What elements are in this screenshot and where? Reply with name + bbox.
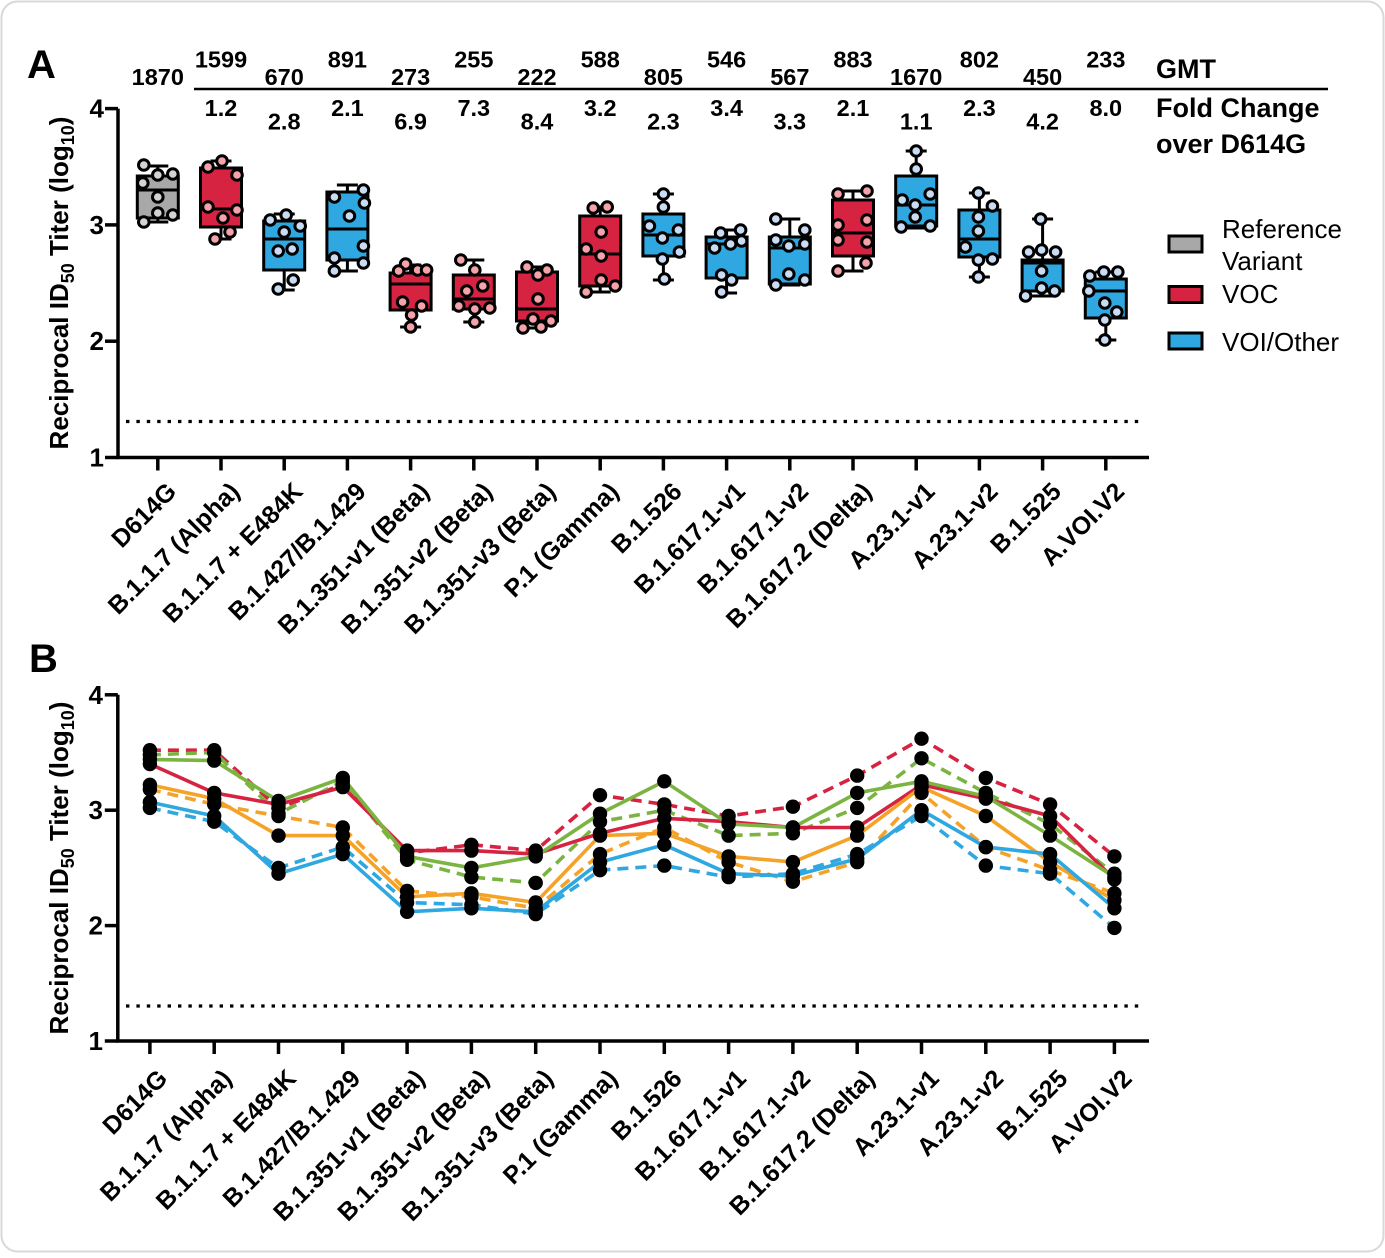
svg-text:VOI/Other: VOI/Other [1222,327,1339,357]
svg-text:4.2: 4.2 [1026,109,1059,135]
svg-text:6.9: 6.9 [394,109,427,135]
svg-text:233: 233 [1086,47,1125,73]
svg-text:3: 3 [89,795,103,825]
svg-text:Variant: Variant [1222,246,1303,276]
svg-text:B: B [29,637,58,681]
svg-text:3.4: 3.4 [710,95,743,121]
svg-text:255: 255 [454,47,493,73]
svg-text:Fold Change: Fold Change [1156,93,1320,123]
svg-text:546: 546 [707,47,746,73]
svg-text:670: 670 [265,64,304,90]
svg-text:805: 805 [644,64,683,90]
svg-text:567: 567 [770,64,809,90]
svg-text:1599: 1599 [195,47,247,73]
svg-text:over D614G: over D614G [1156,129,1306,159]
svg-text:VOC: VOC [1222,279,1278,309]
svg-text:2.3: 2.3 [647,109,680,135]
svg-text:273: 273 [391,64,430,90]
svg-text:222: 222 [517,64,556,90]
svg-text:2.3: 2.3 [963,95,996,121]
svg-text:1: 1 [90,443,104,473]
svg-text:2: 2 [90,326,104,356]
svg-text:Reference: Reference [1222,214,1342,244]
svg-text:2: 2 [89,911,103,941]
svg-text:3.3: 3.3 [773,109,806,135]
svg-text:891: 891 [328,47,367,73]
svg-text:802: 802 [960,47,999,73]
svg-text:8.0: 8.0 [1089,95,1122,121]
svg-text:4: 4 [89,680,104,710]
svg-text:1870: 1870 [132,64,184,90]
svg-text:Reciprocal ID50 Titer (log10): Reciprocal ID50 Titer (log10) [44,117,78,450]
svg-text:1670: 1670 [890,64,942,90]
svg-text:1.2: 1.2 [205,95,238,121]
svg-text:4: 4 [90,94,105,124]
svg-text:1.1: 1.1 [900,109,933,135]
svg-text:2.8: 2.8 [268,109,301,135]
svg-text:450: 450 [1023,64,1062,90]
svg-text:8.4: 8.4 [521,109,554,135]
svg-text:7.3: 7.3 [457,95,490,121]
svg-text:2.1: 2.1 [331,95,364,121]
svg-text:883: 883 [833,47,872,73]
svg-text:588: 588 [581,47,620,73]
svg-text:A: A [27,43,56,87]
svg-text:GMT: GMT [1156,54,1216,84]
svg-text:1: 1 [89,1026,103,1056]
svg-text:3: 3 [90,210,104,240]
svg-text:3.2: 3.2 [584,95,617,121]
svg-text:2.1: 2.1 [837,95,870,121]
svg-text:Reciprocal ID50 Titer (log10): Reciprocal ID50 Titer (log10) [44,702,78,1035]
